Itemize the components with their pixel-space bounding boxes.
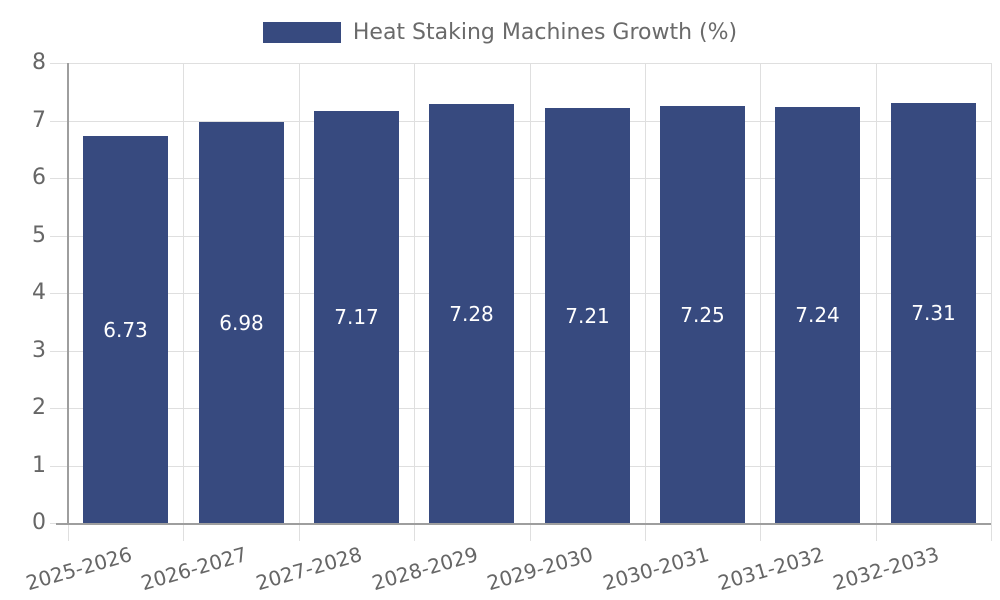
y-tick-mark: [50, 121, 68, 122]
bar-value-label: 7.17: [334, 305, 379, 329]
y-axis-line: [67, 63, 69, 524]
gridline-vertical: [760, 63, 761, 523]
gridline-horizontal: [68, 236, 991, 237]
x-tick-label: 2030-2031: [600, 542, 712, 596]
bar-2032-2033: 7.31: [891, 103, 976, 523]
y-tick-label: 3: [32, 338, 46, 363]
bar-value-label: 6.73: [103, 317, 148, 342]
bar-2030-2031: 7.25: [660, 106, 745, 523]
gridline-horizontal: [68, 408, 991, 409]
x-tick-label: 2031-2032: [715, 542, 827, 596]
x-tick-mark: [68, 523, 69, 541]
x-tick-label: 2025-2026: [23, 542, 135, 596]
y-tick-mark: [50, 408, 68, 409]
x-tick-label: 2032-2033: [830, 542, 942, 596]
y-tick-mark: [50, 236, 68, 237]
y-tick-mark: [50, 466, 68, 467]
bar-value-label: 6.98: [219, 310, 264, 335]
gridline-horizontal: [68, 63, 991, 64]
y-tick-label: 1: [32, 453, 46, 478]
x-tick-mark: [760, 523, 761, 541]
gridline-horizontal: [68, 466, 991, 467]
y-tick-label: 4: [32, 280, 46, 305]
x-tick-mark: [299, 523, 300, 541]
x-tick-mark: [530, 523, 531, 541]
gridline-horizontal: [68, 351, 991, 352]
y-tick-label: 0: [32, 510, 46, 535]
x-tick-label: 2027-2028: [253, 542, 365, 596]
bar-2029-2030: 7.21: [545, 108, 630, 523]
x-tick-label: 2026-2027: [138, 542, 250, 596]
bar-2025-2026: 6.73: [83, 136, 168, 523]
bar-value-label: 7.24: [795, 303, 840, 327]
x-tick-mark: [414, 523, 415, 541]
gridline-vertical: [414, 63, 415, 523]
legend-label: Heat Staking Machines Growth (%): [352, 19, 738, 45]
chart-legend: Heat Staking Machines Growth (%): [0, 16, 1000, 48]
x-tick-mark: [183, 523, 184, 541]
gridline-vertical: [183, 63, 184, 523]
gridline-horizontal: [68, 293, 991, 294]
x-axis-line: [56, 523, 991, 525]
bar-value-label: 7.31: [911, 301, 956, 325]
y-tick-mark: [50, 293, 68, 294]
x-tick-label: 2028-2029: [369, 542, 481, 596]
gridline-vertical: [299, 63, 300, 523]
legend-swatch: [262, 21, 341, 43]
y-tick-label: 8: [32, 50, 46, 75]
y-tick-label: 5: [32, 223, 46, 248]
bar-2027-2028: 7.17: [314, 111, 399, 523]
gridline-vertical: [530, 63, 531, 523]
y-tick-mark: [50, 63, 68, 64]
x-tick-mark: [991, 523, 992, 541]
gridline-horizontal: [68, 178, 991, 179]
x-tick-label: 2029-2030: [484, 542, 596, 596]
gridline-vertical: [645, 63, 646, 523]
y-tick-mark: [50, 351, 68, 352]
x-tick-mark: [645, 523, 646, 541]
bar-2026-2027: 6.98: [199, 122, 284, 523]
gridline-horizontal: [68, 121, 991, 122]
x-tick-mark: [876, 523, 877, 541]
y-tick-mark: [50, 178, 68, 179]
y-tick-label: 7: [32, 108, 46, 133]
bar-value-label: 7.25: [680, 302, 725, 327]
gridline-vertical: [991, 63, 992, 523]
bar-value-label: 7.28: [449, 301, 494, 326]
y-tick-label: 6: [32, 165, 46, 190]
y-tick-label: 2: [32, 395, 46, 420]
bar-2031-2032: 7.24: [775, 107, 860, 523]
bar-value-label: 7.21: [565, 303, 610, 328]
gridline-vertical: [876, 63, 877, 523]
bar-2028-2029: 7.28: [429, 104, 514, 523]
